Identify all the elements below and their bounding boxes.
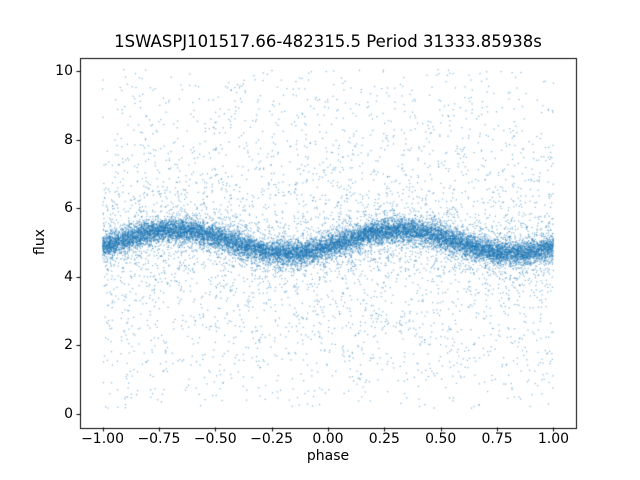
x-axis-label: phase xyxy=(306,448,350,464)
x-tick-label: −0.25 xyxy=(250,431,294,447)
plot-title: 1SWASPJ101517.66-482315.5 Period 31333.8… xyxy=(114,32,542,51)
x-tick-label: −0.50 xyxy=(193,431,237,447)
y-tick-label: 2 xyxy=(64,337,73,354)
x-tick-label: 0.25 xyxy=(368,431,400,447)
y-axis-label: flux xyxy=(32,229,48,255)
x-tick-label: 0.75 xyxy=(481,431,513,447)
x-tick-label: 0.00 xyxy=(312,431,344,447)
y-tick-label: 6 xyxy=(64,200,73,217)
x-tick-label: 0.50 xyxy=(425,431,457,447)
x-tick-label: 1.00 xyxy=(537,431,570,447)
y-tick-label: 10 xyxy=(55,63,73,80)
y-tick-label: 8 xyxy=(64,131,73,148)
y-tick-label: 0 xyxy=(64,405,73,422)
x-tick-label: −1.00 xyxy=(81,431,124,447)
y-tick-label: 4 xyxy=(64,268,73,285)
x-tick-label: −0.75 xyxy=(137,431,181,447)
